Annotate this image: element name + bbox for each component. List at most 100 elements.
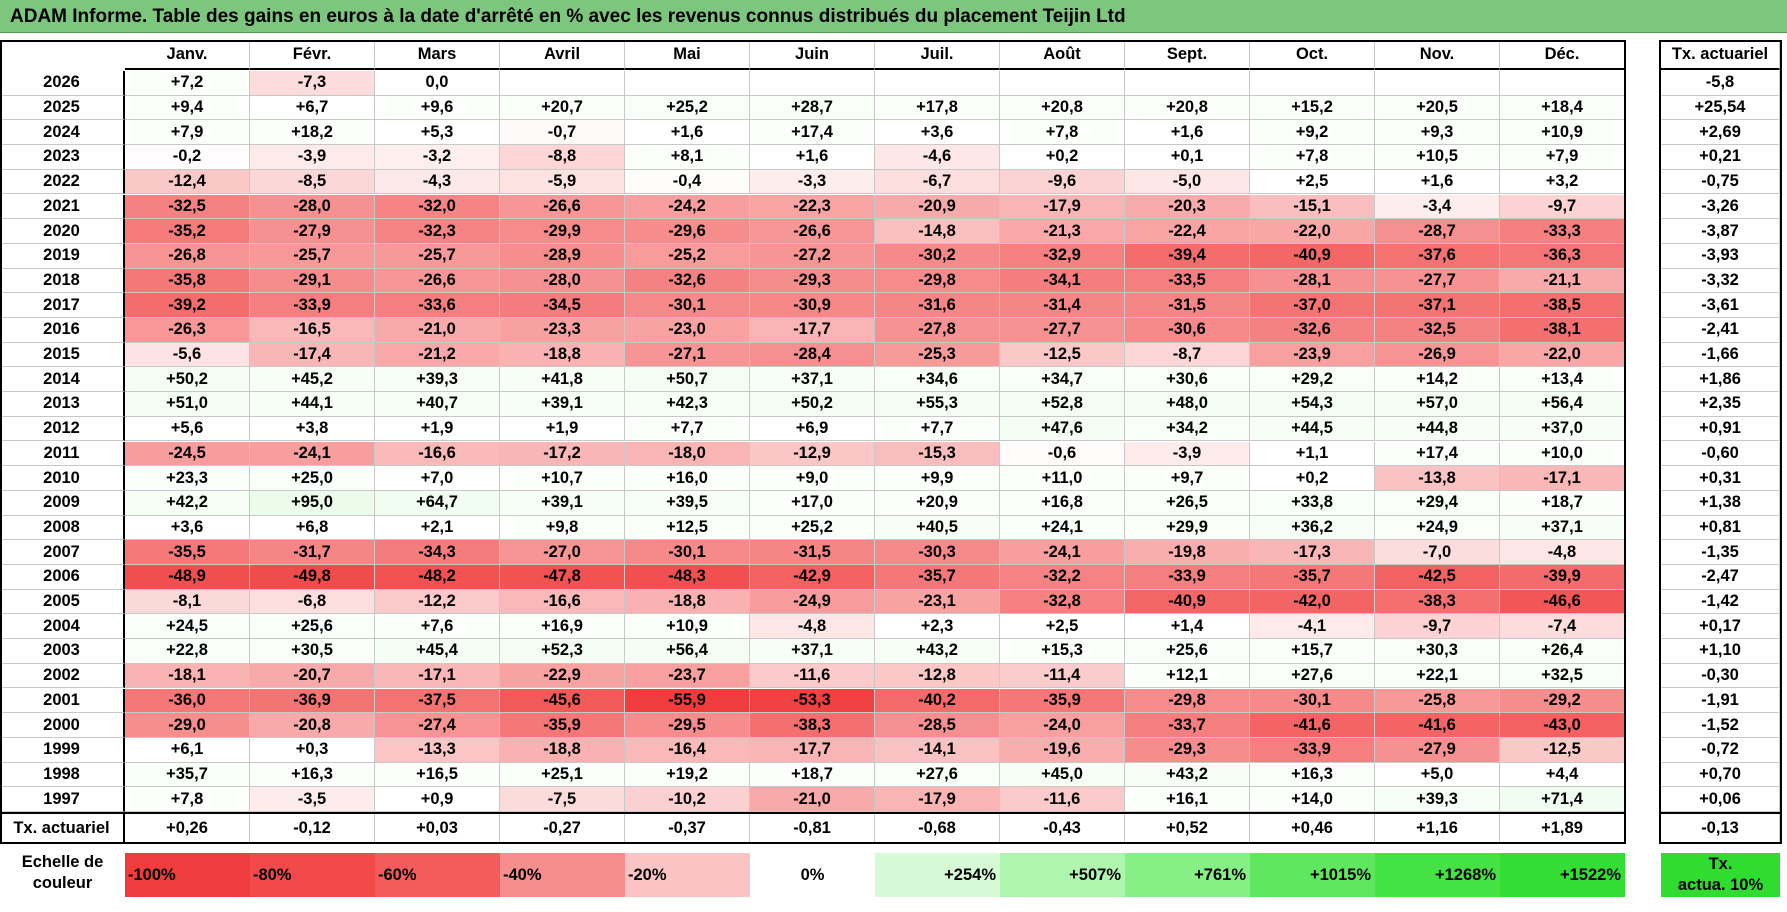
- gain-cell: +13,4: [1500, 367, 1625, 393]
- gain-cell: -31,5: [1125, 293, 1250, 318]
- gain-cell: -29,8: [875, 268, 1000, 294]
- rate-cell: +0,21: [1661, 145, 1780, 170]
- gain-cell: -38,1: [1500, 318, 1625, 343]
- gain-cell: +24,1: [1000, 515, 1125, 541]
- gain-cell: -22,0: [1250, 219, 1375, 244]
- gain-cell: -29,5: [625, 713, 750, 738]
- gain-cell: -7,3: [250, 71, 375, 96]
- month-header: Juil.: [875, 40, 1000, 70]
- gain-cell: -7,5: [500, 787, 625, 812]
- gain-cell: +45,4: [375, 639, 500, 664]
- gain-cell: -48,2: [375, 565, 500, 590]
- gain-cell: -18,1: [125, 663, 250, 689]
- year-label: 1998: [0, 762, 125, 788]
- gain-cell: [1375, 71, 1500, 96]
- rate-cell: -2,41: [1661, 318, 1780, 343]
- gain-cell: -48,9: [125, 565, 250, 590]
- gain-cell: +52,3: [500, 639, 625, 664]
- gain-cell: +51,0: [125, 392, 250, 417]
- gain-cell: -18,8: [500, 342, 625, 368]
- gain-cell: -29,2: [1500, 688, 1625, 714]
- gain-cell: -37,0: [1250, 293, 1375, 318]
- gain-cell: +7,9: [125, 120, 250, 146]
- footer-rate-cell: +0,26: [125, 814, 250, 843]
- month-header: Avril: [500, 40, 625, 70]
- gain-cell: -28,7: [1375, 219, 1500, 244]
- gain-cell: -32,2: [1000, 565, 1125, 590]
- rate-cell: -3,32: [1661, 268, 1780, 294]
- gain-cell: -33,9: [1250, 737, 1375, 763]
- gain-cell: +1,6: [1375, 169, 1500, 195]
- footer-rate-cell: +1,16: [1375, 814, 1500, 843]
- gain-cell: -13,8: [1375, 466, 1500, 491]
- gain-cell: -15,3: [875, 441, 1000, 467]
- gain-cell: +25,6: [1125, 639, 1250, 664]
- gain-cell: +19,2: [625, 762, 750, 788]
- gain-cell: -5,0: [1125, 169, 1250, 195]
- gain-cell: -36,3: [1500, 243, 1625, 269]
- gain-cell: -5,6: [125, 342, 250, 368]
- gain-cell: +37,0: [1500, 416, 1625, 442]
- gain-cell: +56,4: [625, 639, 750, 664]
- rate-cell: -1,66: [1661, 342, 1780, 368]
- gain-cell: -55,9: [625, 688, 750, 714]
- gain-cell: -21,3: [1000, 219, 1125, 244]
- gain-cell: +18,7: [750, 762, 875, 788]
- color-scale-swatch: -20%: [625, 853, 750, 897]
- gain-cell: -0,2: [125, 145, 250, 170]
- gain-cell: -26,6: [375, 268, 500, 294]
- rate-cell: +0,81: [1661, 515, 1780, 541]
- gain-cell: [1000, 71, 1125, 96]
- gain-cell: +1,6: [1125, 120, 1250, 146]
- year-label: 2021: [0, 194, 125, 220]
- year-label: 2010: [0, 466, 125, 491]
- gain-cell: -21,0: [375, 318, 500, 343]
- gain-cell: -19,8: [1125, 540, 1250, 565]
- gain-cell: +29,9: [1125, 515, 1250, 541]
- gain-cell: +52,8: [1000, 392, 1125, 417]
- gain-cell: +35,7: [125, 762, 250, 788]
- gain-cell: -11,4: [1000, 663, 1125, 689]
- footer-rate-cell: -0,37: [625, 814, 750, 843]
- gain-cell: -20,7: [250, 663, 375, 689]
- year-label: 2001: [0, 688, 125, 714]
- gain-cell: -19,6: [1000, 737, 1125, 763]
- gain-cell: -32,6: [1250, 318, 1375, 343]
- year-label: 2017: [0, 293, 125, 318]
- gain-cell: -14,1: [875, 737, 1000, 763]
- gain-cell: -27,4: [375, 713, 500, 738]
- gain-cell: -32,9: [1000, 243, 1125, 269]
- rate-scale-swatch: Tx. actua. 10%: [1661, 853, 1780, 897]
- rate-cell: +1,10: [1661, 639, 1780, 664]
- gain-cell: +36,2: [1250, 515, 1375, 541]
- gain-cell: -23,3: [500, 318, 625, 343]
- gain-cell: -17,1: [375, 663, 500, 689]
- gain-cell: +6,9: [750, 416, 875, 442]
- gain-cell: +10,0: [1500, 441, 1625, 467]
- gain-cell: +20,5: [1375, 95, 1500, 121]
- gain-cell: -27,0: [500, 540, 625, 565]
- gain-cell: -22,9: [500, 663, 625, 689]
- year-label: 2012: [0, 416, 125, 442]
- rate-cell: -3,93: [1661, 243, 1780, 269]
- gain-cell: -35,7: [1250, 565, 1375, 590]
- gain-cell: +7,8: [125, 787, 250, 812]
- gain-cell: -3,3: [750, 169, 875, 195]
- gain-cell: +25,6: [250, 614, 375, 640]
- gain-cell: -26,9: [1375, 342, 1500, 368]
- gain-cell: +47,6: [1000, 416, 1125, 442]
- gain-cell: +6,1: [125, 737, 250, 763]
- gain-cell: +17,8: [875, 95, 1000, 121]
- gain-cell: -17,7: [750, 737, 875, 763]
- gain-cell: -35,7: [875, 565, 1000, 590]
- gain-cell: +22,8: [125, 639, 250, 664]
- gain-cell: +56,4: [1500, 392, 1625, 417]
- gain-cell: -12,5: [1500, 737, 1625, 763]
- gain-cell: -43,0: [1500, 713, 1625, 738]
- gain-cell: +39,1: [500, 490, 625, 516]
- rate-cell: -1,42: [1661, 589, 1780, 615]
- gain-cell: +25,0: [250, 466, 375, 491]
- gain-cell: -12,8: [875, 663, 1000, 689]
- gain-cell: -29,3: [1125, 737, 1250, 763]
- gain-cell: +40,7: [375, 392, 500, 417]
